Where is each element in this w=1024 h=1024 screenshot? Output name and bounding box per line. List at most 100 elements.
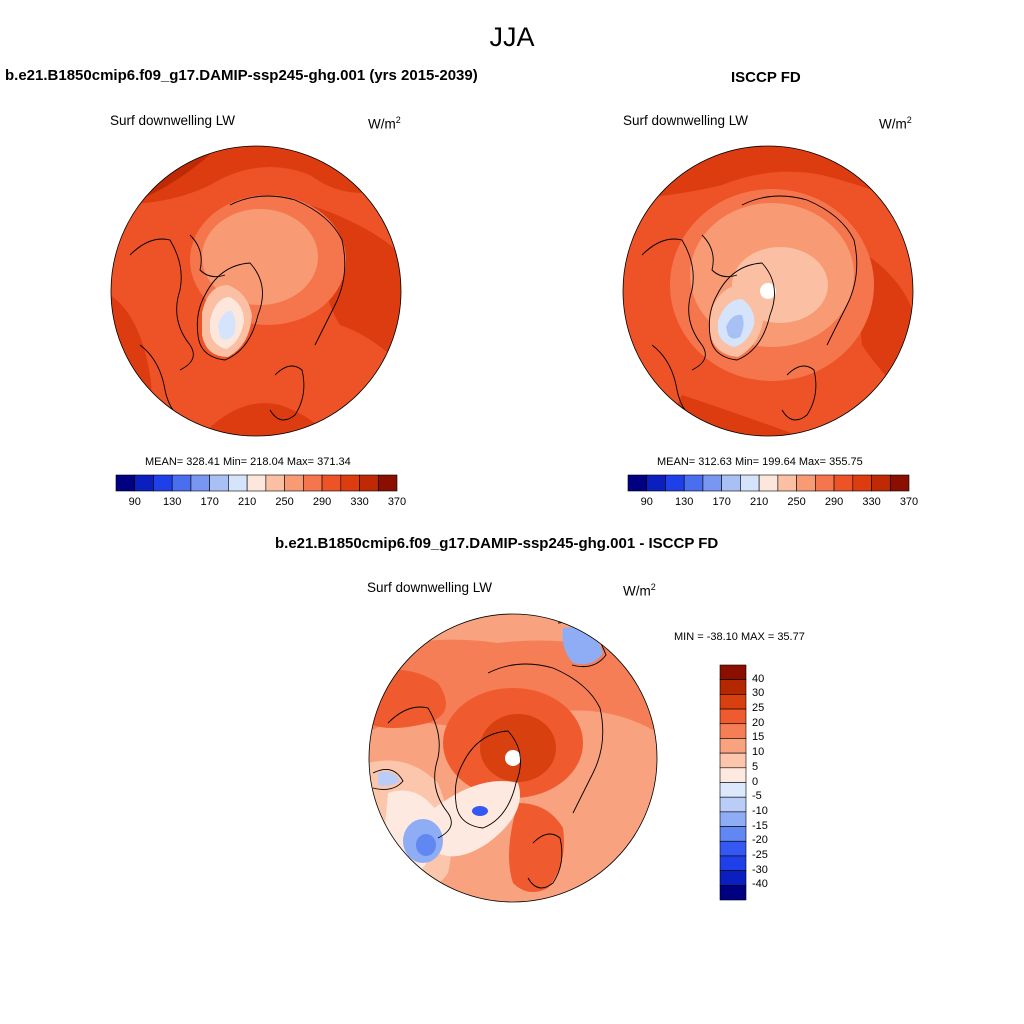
coastline: [527, 833, 563, 889]
colorbar-tick-label: 130: [675, 496, 694, 508]
colorbar-swatch: [777, 474, 797, 492]
obs-map: [622, 145, 914, 437]
colorbar-swatch: [719, 694, 747, 710]
colorbar-swatch: [246, 474, 267, 492]
colorbar-swatch: [665, 474, 685, 492]
coastline: [196, 262, 263, 361]
coastline: [741, 195, 858, 346]
colorbar-swatch: [377, 474, 398, 492]
colorbar-tick-label: 330: [350, 496, 369, 508]
diff-variable-label: Surf downwelling LW: [367, 580, 493, 595]
obs-panel-title: ISCCP FD: [731, 69, 801, 86]
colorbar-swatch: [153, 474, 173, 492]
colorbar-tick-label: 170: [712, 496, 731, 508]
colorbar-swatch: [719, 826, 747, 842]
colorbar-swatch: [719, 679, 747, 695]
colorbar-swatch: [134, 474, 154, 492]
colorbar-swatch: [209, 474, 229, 492]
model-map: [110, 145, 402, 437]
diff-units-label: W/m2: [623, 582, 656, 599]
colorbar-tick-label: 130: [163, 496, 182, 508]
colorbar-tick-label: 40: [752, 672, 765, 685]
coastline: [372, 768, 404, 790]
colorbar-swatch: [702, 474, 722, 492]
diff-stats: MIN = -38.10 MAX = 35.77: [674, 631, 805, 643]
colorbar-tick-label: -20: [752, 834, 768, 847]
colorbar-swatch: [719, 738, 747, 754]
coastline: [387, 706, 452, 839]
model-variable-label: Surf downwelling LW: [110, 113, 236, 128]
diff-panel-title: b.e21.B1850cmip6.f09_g17.DAMIP-ssp245-gh…: [275, 535, 719, 552]
colorbar-swatch: [719, 767, 747, 783]
map-boundary: [622, 145, 914, 437]
colorbar-swatch: [228, 474, 248, 492]
colorbar-swatch: [719, 796, 747, 813]
model-colorbar: [115, 474, 398, 492]
map-field-arctic: [202, 209, 318, 305]
colorbar-swatch: [815, 474, 835, 492]
model-units-label: W/m2: [368, 115, 401, 132]
colorbar-tick-label: 210: [749, 496, 769, 508]
coastline: [708, 262, 775, 361]
obs-units-label: W/m2: [879, 115, 912, 132]
colorbar-tick-label: 370: [899, 496, 919, 508]
colorbar-swatch: [340, 474, 360, 492]
model-colorbar-ticks: 90 130 170 210 250 290 330 370: [116, 496, 407, 510]
colorbar-tick-label: 5: [752, 760, 759, 773]
colorbar-tick-label: -10: [752, 804, 768, 817]
colorbar-swatch: [359, 474, 379, 492]
colorbar-swatch: [719, 782, 747, 798]
colorbar-swatch: [284, 474, 304, 492]
map-boundary: [110, 145, 402, 437]
map-missing-pole: [760, 283, 776, 299]
model-stats: MEAN= 328.41 Min= 218.04 Max= 371.34: [145, 456, 351, 468]
colorbar-tick-label: -40: [752, 878, 768, 891]
diff-colorbar: [719, 664, 747, 901]
colorbar-tick-label: 370: [387, 496, 407, 508]
coastline: [487, 663, 604, 814]
colorbar-swatch: [683, 474, 704, 492]
map-field-negative: [472, 806, 488, 816]
map-missing-pole: [505, 750, 521, 766]
coastline: [641, 238, 706, 371]
colorbar-swatch: [265, 474, 285, 492]
colorbar-swatch: [740, 474, 760, 492]
colorbar-swatch: [171, 474, 192, 492]
colorbar-swatch: [719, 870, 747, 886]
colorbar-tick-label: 90: [640, 496, 653, 508]
colorbar-swatch: [646, 474, 666, 492]
colorbar-tick-label: 90: [128, 496, 141, 508]
season-title: JJA: [489, 22, 535, 52]
colorbar-swatch: [871, 474, 891, 492]
colorbar-swatch: [719, 708, 747, 725]
colorbar-tick-label: 290: [824, 496, 844, 508]
map-boundary: [368, 613, 658, 903]
colorbar-swatch: [719, 723, 747, 739]
colorbar-swatch: [719, 855, 747, 871]
colorbar-swatch: [115, 474, 136, 492]
colorbar-tick-label: -15: [752, 819, 768, 832]
coastline: [129, 238, 194, 371]
colorbar-swatch: [321, 474, 342, 492]
colorbar-tick-label: 30: [752, 687, 765, 700]
colorbar-tick-label: -5: [752, 790, 762, 803]
colorbar-swatch: [719, 752, 747, 769]
colorbar-swatch: [719, 885, 747, 901]
coastline: [701, 234, 738, 278]
obs-stats: MEAN= 312.63 Min= 199.64 Max= 355.75: [657, 456, 863, 468]
map-field-greenland: [218, 310, 236, 340]
colorbar-swatch: [627, 474, 648, 492]
coastline: [269, 365, 305, 421]
colorbar-tick-label: 250: [787, 496, 806, 508]
map-field-negative: [416, 834, 436, 856]
map-field-positive: [509, 803, 564, 892]
colorbar-swatch: [852, 474, 872, 492]
colorbar-swatch: [719, 840, 747, 857]
coastline: [189, 234, 226, 278]
colorbar-tick-label: 10: [752, 746, 765, 759]
map-field-warm-rim: [200, 403, 330, 436]
colorbar-tick-label: 20: [752, 716, 765, 729]
map-field-greenland: [726, 314, 744, 339]
colorbar-swatch: [303, 474, 323, 492]
colorbar-swatch: [721, 474, 741, 492]
